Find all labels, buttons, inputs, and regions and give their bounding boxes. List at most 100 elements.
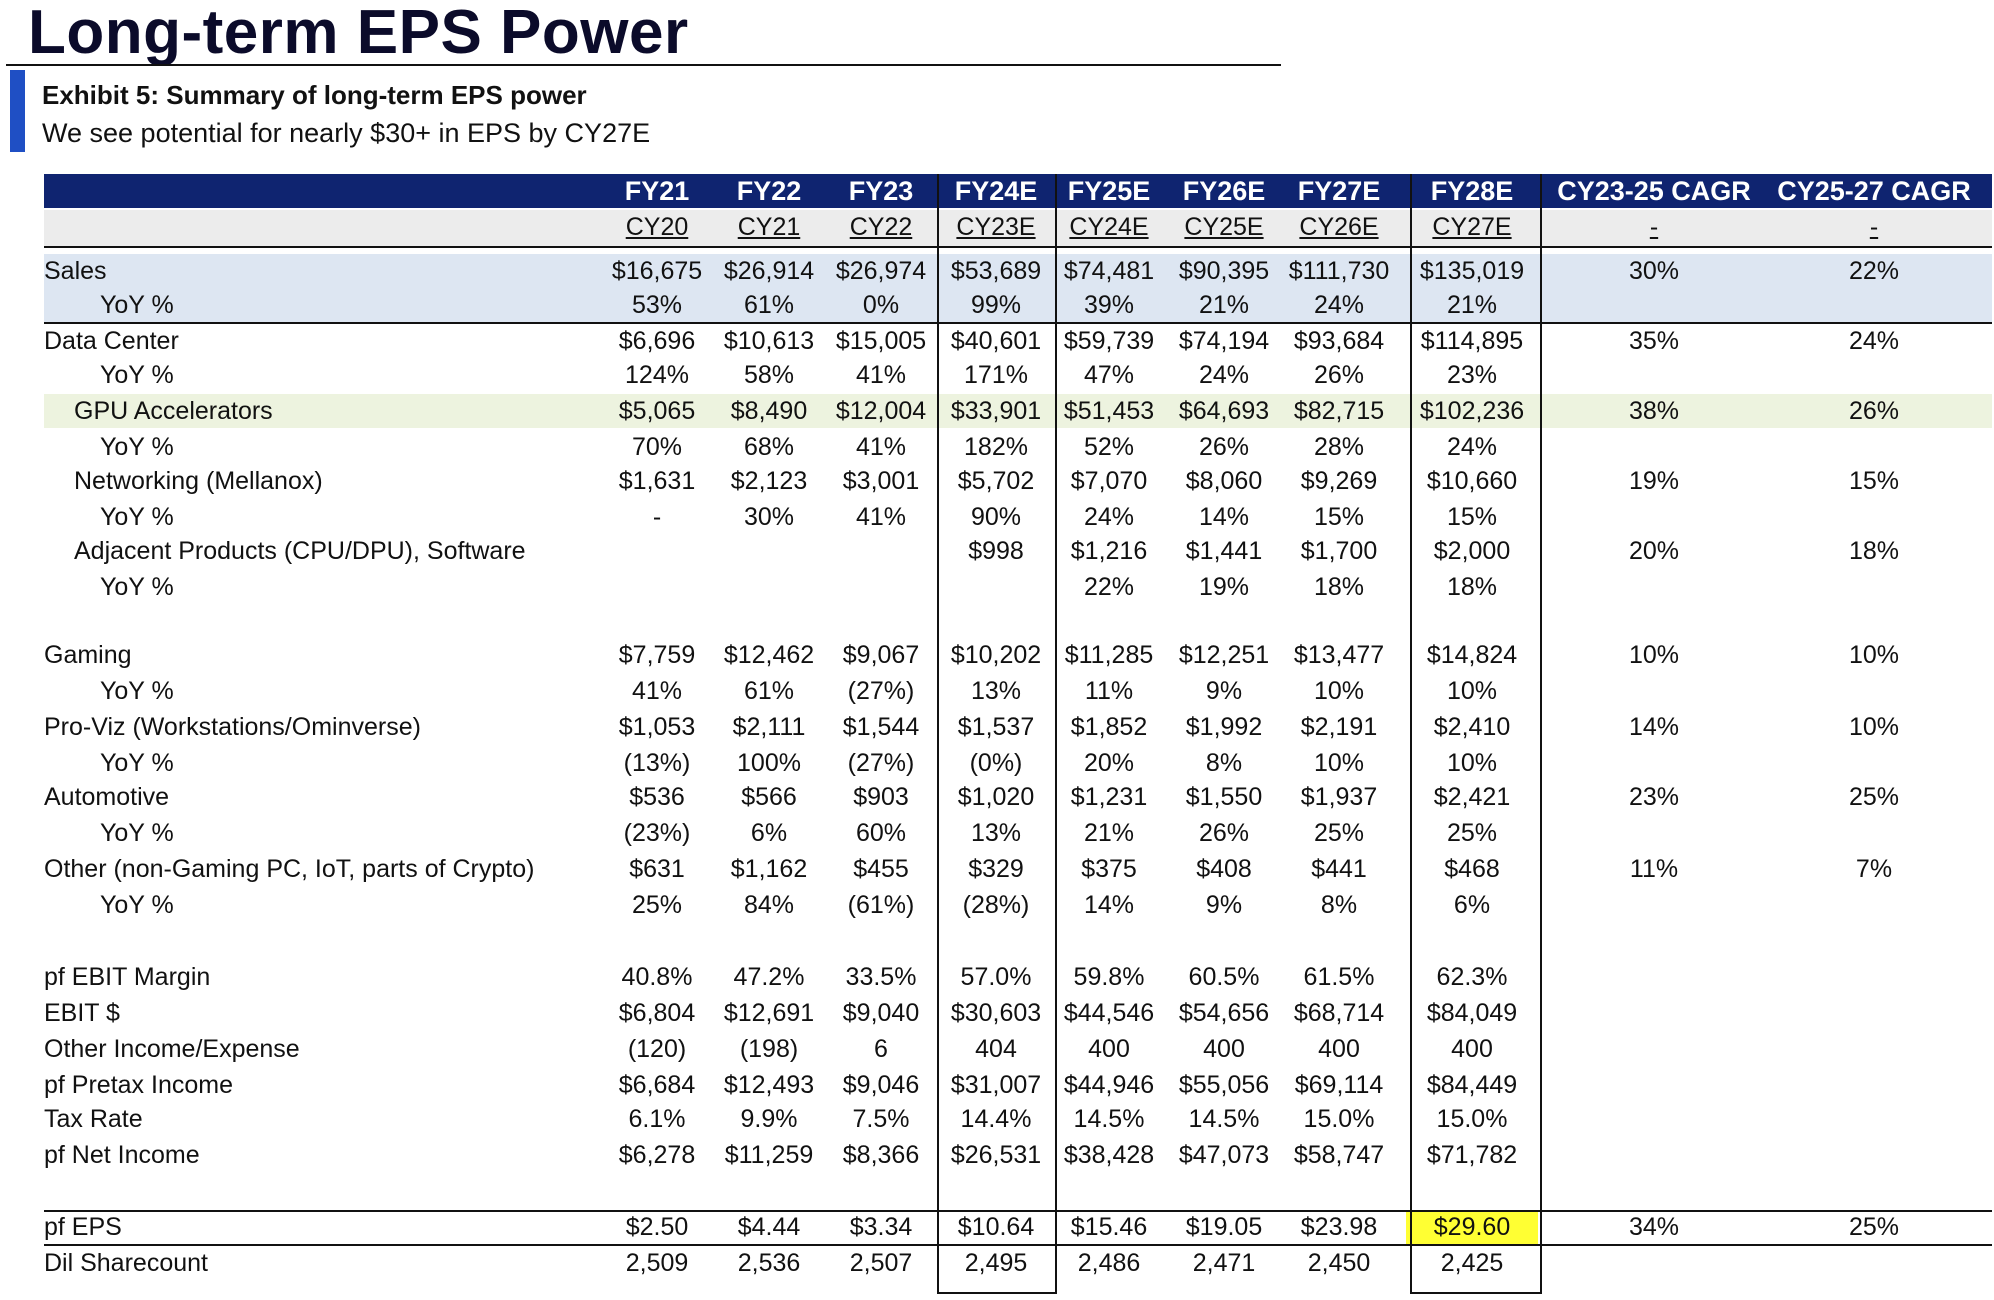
table-cell: $1,937 [1300,783,1378,811]
table-cell [1549,500,1759,534]
table-cell: 24% [1083,503,1135,531]
header-cy-cell: - [1764,210,1984,244]
table-cell [1166,604,1282,638]
table-cell: $6,684 [618,1071,696,1099]
row-label: pf EBIT Margin [44,963,211,991]
table-cell: $15,005 [835,327,927,355]
table-row: YoY % 53% 61% 0% 99% 39% 21% 24% 21% [44,288,1992,322]
header-cy-text: CY26E [1299,213,1379,241]
page-title: Long-term EPS Power [28,0,689,67]
table-cell: 15.0% [1303,1105,1375,1133]
table-cell: 2,450 [1307,1249,1371,1277]
table-cell [1166,924,1282,958]
table-cell: $58,747 [1293,1141,1385,1169]
header-cy-text: - [1649,213,1659,241]
table-cell: 6% [1453,891,1491,919]
table-cell: 30% [743,503,795,531]
table-cell [825,924,937,958]
table-cell: $1,852 [1070,713,1148,741]
row-label: EBIT $ [44,999,120,1027]
table-cell: 14% [1628,713,1680,741]
table-cell: $47,073 [1178,1141,1270,1169]
table-cell [1764,500,1984,534]
spacer-row [44,604,1992,638]
header-fy-cell: CY23-25 CAGR [1557,176,1751,206]
table-cell: $6,278 [618,1141,696,1169]
table-cell: $12,251 [1178,641,1270,669]
header-bottom-rule [44,246,1992,248]
table-cell: 26% [1198,433,1250,461]
header-fy-cell: FY23 [848,176,914,206]
table-cell: $11,259 [724,1141,814,1169]
table-cell: 14.4% [960,1105,1032,1133]
table-cell: 10% [1848,641,1900,669]
table-cell: $10.64 [957,1213,1035,1241]
table-cell: 25% [1848,1213,1900,1241]
table-cell: $64,693 [1178,397,1270,425]
table-row: Other Income/Expense (120) (198) 6 404 400 400… [44,1032,1992,1066]
table-cell: $2,123 [730,467,808,495]
table-cell [1549,288,1759,322]
table-cell [713,1174,825,1208]
table-cell [713,924,825,958]
table-cell: $68,714 [1293,999,1385,1027]
header-fy-cell: FY25E [1067,176,1151,206]
row-label: YoY % [100,361,174,389]
table-cell: 7.5% [852,1105,910,1133]
table-cell [1764,924,1984,958]
table-cell [1549,674,1759,708]
table-cell [1764,1246,1984,1280]
table-cell: $90,395 [1178,257,1270,285]
table-cell: $93,684 [1293,327,1385,355]
table-cell [1549,1174,1759,1208]
table-row: Automotive $536 $566 $903 $1,020 $1,231 $1,550… [44,780,1992,814]
fy24e-left-border [937,174,939,1294]
header-cy-text: CY25E [1184,213,1264,241]
table-cell: $903 [853,783,909,811]
table-cell: $9,067 [842,641,920,669]
table-cell: $44,946 [1063,1071,1155,1099]
table-cell: 23% [1446,361,1498,389]
table-cell: 9% [1205,891,1243,919]
table-cell: 25% [1848,783,1900,811]
table-cell: 34% [1628,1213,1680,1241]
table-cell: 9% [1205,677,1243,705]
table-cell: 61% [743,291,795,319]
table-cell: 14.5% [1073,1105,1145,1133]
table-row: Dil Sharecount 2,509 2,536 2,507 2,495 2,486 2… [44,1246,1992,1280]
table-cell: 10% [1446,749,1498,777]
table-cell: 13% [970,677,1022,705]
table-cell: $10,660 [1426,467,1518,495]
header-row-calendar-year: CY20 CY21 CY22 CY23E CY24E CY25E CY26E CY27E - - [44,210,1992,246]
spacer-row [44,1174,1992,1208]
table-cell: $8,366 [842,1141,920,1169]
table-cell: $8,060 [1185,467,1263,495]
table-cell: 9.9% [740,1105,798,1133]
table-cell: $38,428 [1063,1141,1155,1169]
table-row: YoY % (13%) 100% (27%) (0%) 20% 8% 10% 10% [44,746,1992,780]
table-cell: $12,691 [723,999,815,1027]
header-cy-cell: CY20 [601,210,713,244]
table-cell: $375 [1081,855,1137,883]
table-cell: 18% [1848,537,1900,565]
table-cell: $1,550 [1185,783,1263,811]
table-cell: $1,020 [957,783,1035,811]
header-cy-cell: - [1549,210,1759,244]
table-cell [938,924,1054,958]
table-cell [713,604,825,638]
table-cell: 60% [855,819,907,847]
header-cy-cell: CY26E [1281,210,1397,244]
table-cell: 10% [1313,677,1365,705]
table-row: Sales $16,675 $26,914 $26,974 $53,689 $74,481… [44,254,1992,288]
table-row: Data Center $6,696 $10,613 $15,005 $40,601 $5… [44,324,1992,358]
table-cell: $5,065 [618,397,696,425]
table-cell: 2,425 [1440,1249,1504,1277]
table-cell: $33,901 [950,397,1042,425]
table-cell: 60.5% [1188,963,1260,991]
table-cell: 18% [1446,573,1498,601]
table-cell: $1,700 [1300,537,1378,565]
table-cell: 47% [1083,361,1135,389]
table-cell [1764,816,1984,850]
header-fy-cell: CY25-27 CAGR [1777,176,1971,206]
table-row: pf Net Income $6,278 $11,259 $8,366 $26,531 $… [44,1138,1992,1172]
